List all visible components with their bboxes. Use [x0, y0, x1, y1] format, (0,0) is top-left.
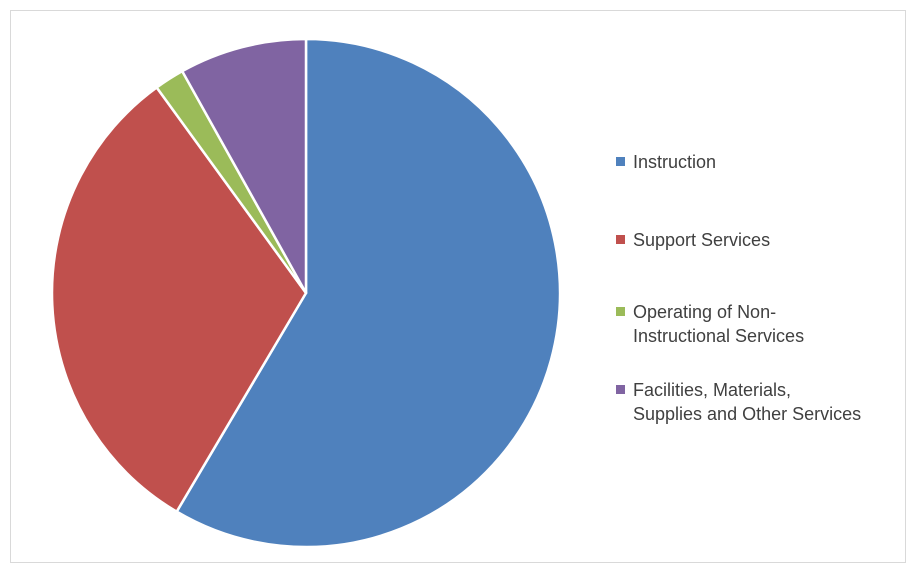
legend-label-facilities: Facilities, Materials, Supplies and Othe… — [633, 380, 862, 424]
pie-slices — [50, 37, 562, 549]
legend-swatch-support-services — [616, 235, 625, 244]
legend-item-instruction: Instruction — [616, 150, 716, 174]
pie-slice-facilities-materials-supplies-and-other-services — [180, 37, 308, 295]
pie-slice-instruction — [175, 37, 562, 549]
legend-item-facilities: Facilities, Materials, Supplies and Othe… — [616, 378, 861, 426]
legend-swatch-facilities — [616, 385, 625, 394]
legend-label-non-instructional: Operating of Non- Instructional Services — [633, 302, 805, 346]
legend-item-support-services: Support Services — [616, 228, 770, 252]
legend-swatch-non-instructional — [616, 307, 625, 316]
legend-swatch-instruction — [616, 157, 625, 166]
pie-slice-support-services — [50, 86, 308, 513]
legend-label-support-services: Support Services — [633, 230, 771, 250]
legend-item-non-instructional: Operating of Non- Instructional Services — [616, 300, 804, 348]
legend-label-instruction: Instruction — [633, 152, 717, 172]
